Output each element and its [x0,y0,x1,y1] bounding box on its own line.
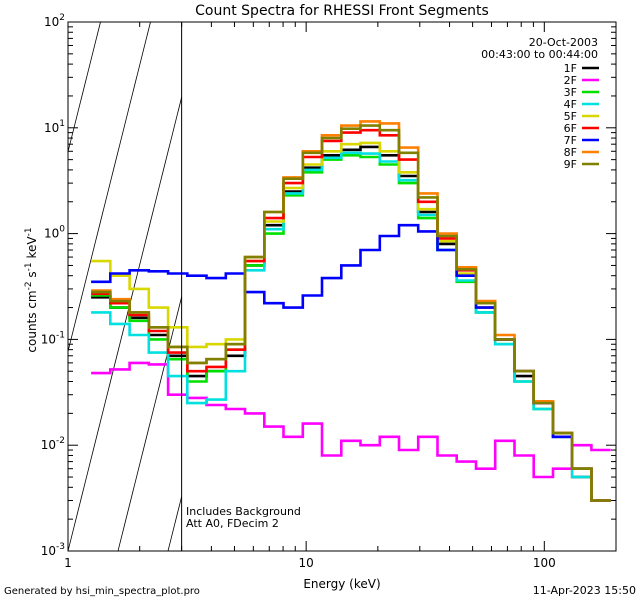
plot-frame [67,21,617,552]
series-line-4F [91,151,611,502]
y-tick-label: 100 [44,225,65,241]
hatch-line [68,22,101,154]
series-line-2F [91,361,611,479]
y-axis-label-sup1: -2 [24,281,34,290]
y-axis-label-sup2: -1 [24,262,34,271]
y-tick-label: 101 [44,119,65,135]
x-tick-label: 10 [299,556,314,570]
x-tick-label: 100 [533,556,556,570]
chart-title: Count Spectra for RHESSI Front Segments [195,3,489,19]
date-label: 20-Oct-2003 [529,36,598,49]
legend-label-4F: 4F [564,98,577,111]
note-background: Includes Background [186,505,301,518]
y-axis-label-mid: s [25,271,39,281]
y-tick-label: 102 [44,13,65,29]
series-line-1F [91,145,611,502]
hatch-line [117,295,182,551]
legend-label-7F: 7F [564,134,577,147]
legend-label-9F: 9F [564,158,577,171]
legend-label-2F: 2F [564,74,577,87]
x-axis-label: Energy (keV) [303,577,380,591]
legend-label-3F: 3F [564,86,577,99]
series-line-9F [91,124,611,502]
hatch-line [68,22,151,354]
note-attenuator: Att A0, FDecim 2 [186,517,279,530]
series-layer [91,120,611,502]
footer-timestamp: 11-Apr-2023 15:50 [533,584,636,597]
time-range-label: 00:43:00 to 00:44:00 [481,48,598,61]
footer-generated-by: Generated by hsi_min_spectra_plot.pro [4,586,200,597]
legend-label-5F: 5F [564,110,577,123]
legend-label-6F: 6F [564,122,577,135]
x-tick-label: 1 [64,556,72,570]
legend-label-8F: 8F [564,146,577,159]
y-axis-label-sup3: -1 [24,227,34,236]
axis-ticks: 1 10 100 10-3 10-2 10-1 100 101 102 [41,13,617,570]
legend-label-1F: 1F [564,62,577,75]
y-axis-label-base: counts cm [25,290,39,352]
y-axis-label: counts cm-2 s-1 keV-1 [24,227,39,352]
y-tick-label: 10-3 [41,542,65,558]
y-tick-label: 10-2 [41,436,65,452]
y-tick-label: 10-1 [41,330,65,346]
y-axis-label-mid2: keV [25,236,39,263]
